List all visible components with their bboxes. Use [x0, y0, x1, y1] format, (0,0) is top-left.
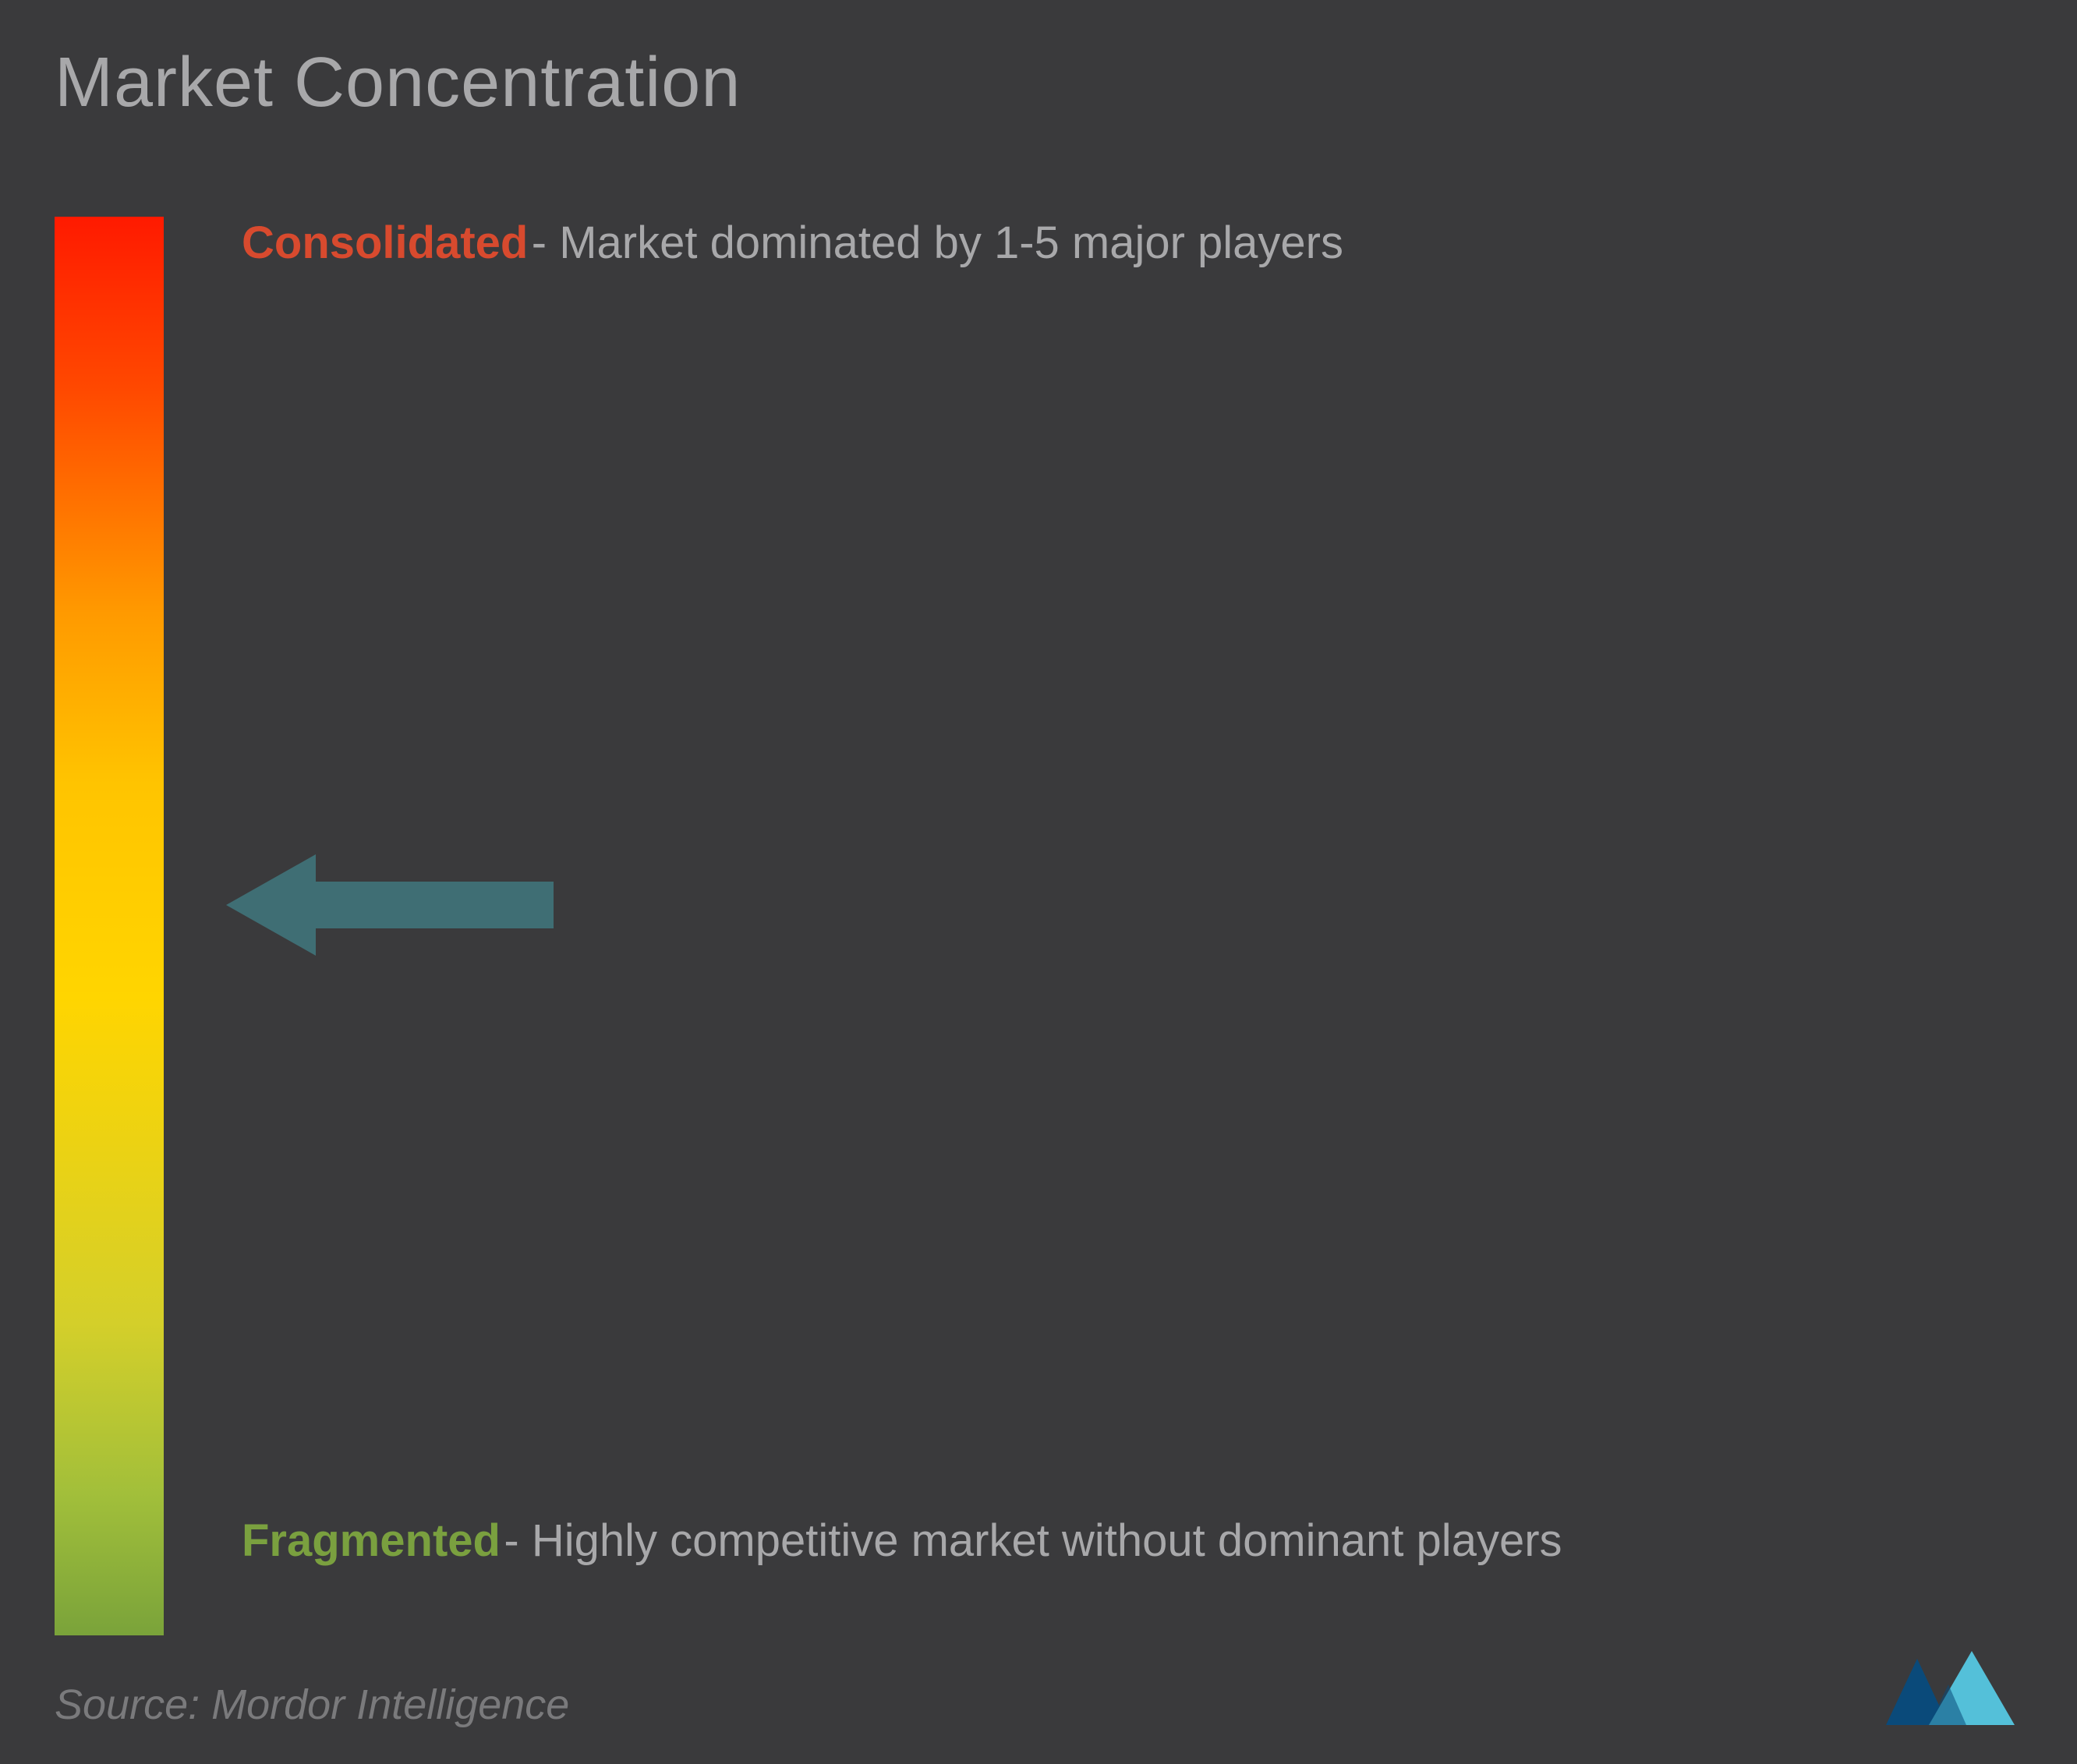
position-indicator-arrow	[226, 854, 554, 960]
content-area: Consolidated - Market dominated by 1-5 m…	[55, 217, 2022, 1635]
consolidated-description: - Market dominated by 1-5 major players	[532, 217, 1343, 268]
consolidated-label-group: Consolidated - Market dominated by 1-5 m…	[242, 217, 1879, 269]
concentration-gradient-bar	[55, 217, 164, 1635]
source-attribution: Source: Mordor Intelligence	[55, 1681, 569, 1729]
chart-title: Market Concentration	[55, 43, 2022, 123]
fragmented-description: - Highly competitive market without domi…	[504, 1515, 1562, 1566]
consolidated-keyword: Consolidated	[242, 217, 528, 268]
mordor-logo-icon	[1882, 1647, 2022, 1737]
fragmented-label-group: Fragmented - Highly competitive market w…	[242, 1503, 1879, 1580]
fragmented-keyword: Fragmented	[242, 1515, 501, 1566]
